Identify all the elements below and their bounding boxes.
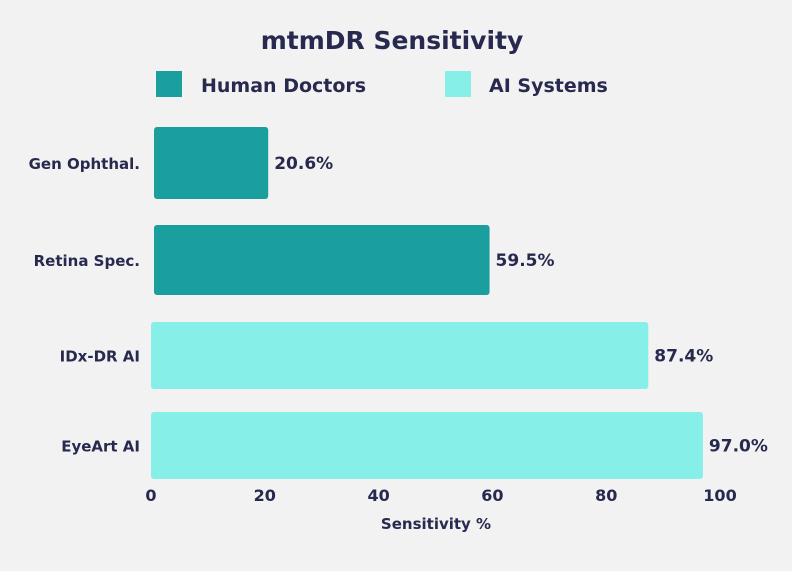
x-tick-40: 40	[367, 486, 389, 505]
legend-swatch-human-doctors	[156, 71, 182, 97]
x-axis-title: Sensitivity %	[381, 515, 491, 533]
value-label-gen-ophthal: 20.6%	[274, 154, 333, 174]
legend-swatch-ai-systems	[445, 71, 471, 97]
bar-eyeart-ai	[151, 412, 703, 479]
x-tick-100: 100	[703, 486, 736, 505]
x-tick-80: 80	[595, 486, 617, 505]
bar-idx-dr-ai	[151, 322, 649, 389]
x-tick-60: 60	[481, 486, 503, 505]
bar-gen-ophthal	[154, 127, 269, 199]
category-label-eyeart-ai: EyeArt AI	[61, 438, 140, 456]
bar-retina-spec	[154, 225, 490, 295]
category-label-idx-dr-ai: IDx-DR AI	[60, 348, 140, 366]
legend-label-ai-systems: AI Systems	[489, 75, 608, 97]
x-axis-ticks: 0 20 40 60 80 100	[145, 486, 736, 505]
value-label-idx-dr-ai: 87.4%	[654, 347, 713, 367]
chart-title: mtmDR Sensitivity	[261, 26, 524, 55]
x-tick-20: 20	[254, 486, 276, 505]
value-label-eyeart-ai: 97.0%	[709, 437, 768, 457]
value-labels: 20.6% 59.5% 87.4% 97.0%	[274, 154, 768, 457]
value-label-retina-spec: 59.5%	[496, 251, 555, 271]
category-labels: Gen Ophthal. Retina Spec. IDx-DR AI EyeArt …	[29, 155, 140, 456]
bars-group	[151, 127, 703, 479]
legend: Human Doctors AI Systems	[156, 71, 608, 97]
legend-label-human-doctors: Human Doctors	[201, 75, 366, 97]
category-label-retina-spec: Retina Spec.	[34, 252, 140, 270]
x-tick-0: 0	[145, 486, 156, 505]
category-label-gen-ophthal: Gen Ophthal.	[29, 155, 140, 173]
